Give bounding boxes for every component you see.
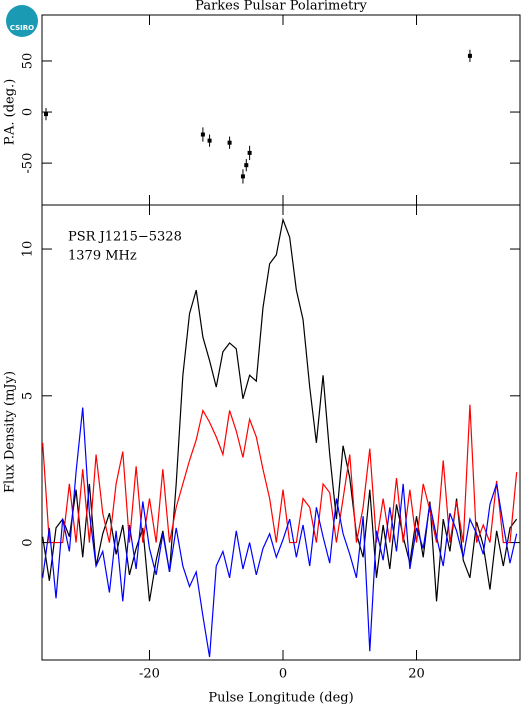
series-line — [42, 217, 518, 602]
y-tick-label: 50 — [21, 53, 36, 70]
plot-frame — [41, 204, 521, 661]
point — [467, 53, 472, 58]
point — [207, 138, 212, 143]
y-tick-label: 5 — [21, 392, 36, 400]
y-tick-label: 0 — [21, 108, 36, 116]
point — [240, 174, 245, 179]
logo-badge — [6, 5, 38, 37]
logo-text: CSIRO — [10, 24, 34, 32]
x-tick-label: 20 — [408, 667, 425, 682]
y-axis-label: Flux Density (mJy) — [3, 371, 18, 493]
y-axis-label: P.A. (deg.) — [3, 79, 18, 146]
point — [247, 150, 252, 155]
point — [244, 163, 249, 168]
point — [44, 112, 49, 117]
point — [200, 132, 205, 137]
series-line — [42, 404, 518, 544]
y-tick-label: -50 — [21, 153, 36, 174]
plot-frame — [41, 14, 521, 206]
point — [227, 140, 232, 145]
chart-title: Parkes Pulsar Polarimetry — [195, 0, 367, 14]
series-line — [42, 407, 518, 658]
y-tick-label: 10 — [21, 241, 36, 258]
x-tick-label: -20 — [139, 667, 160, 682]
y-tick-label: 0 — [21, 538, 36, 546]
x-axis-label: Pulse Longitude (deg) — [208, 691, 353, 706]
annotation: 1379 MHz — [68, 249, 137, 264]
x-tick-label: 0 — [279, 667, 287, 682]
annotation: PSR J1215−5328 — [68, 230, 182, 245]
